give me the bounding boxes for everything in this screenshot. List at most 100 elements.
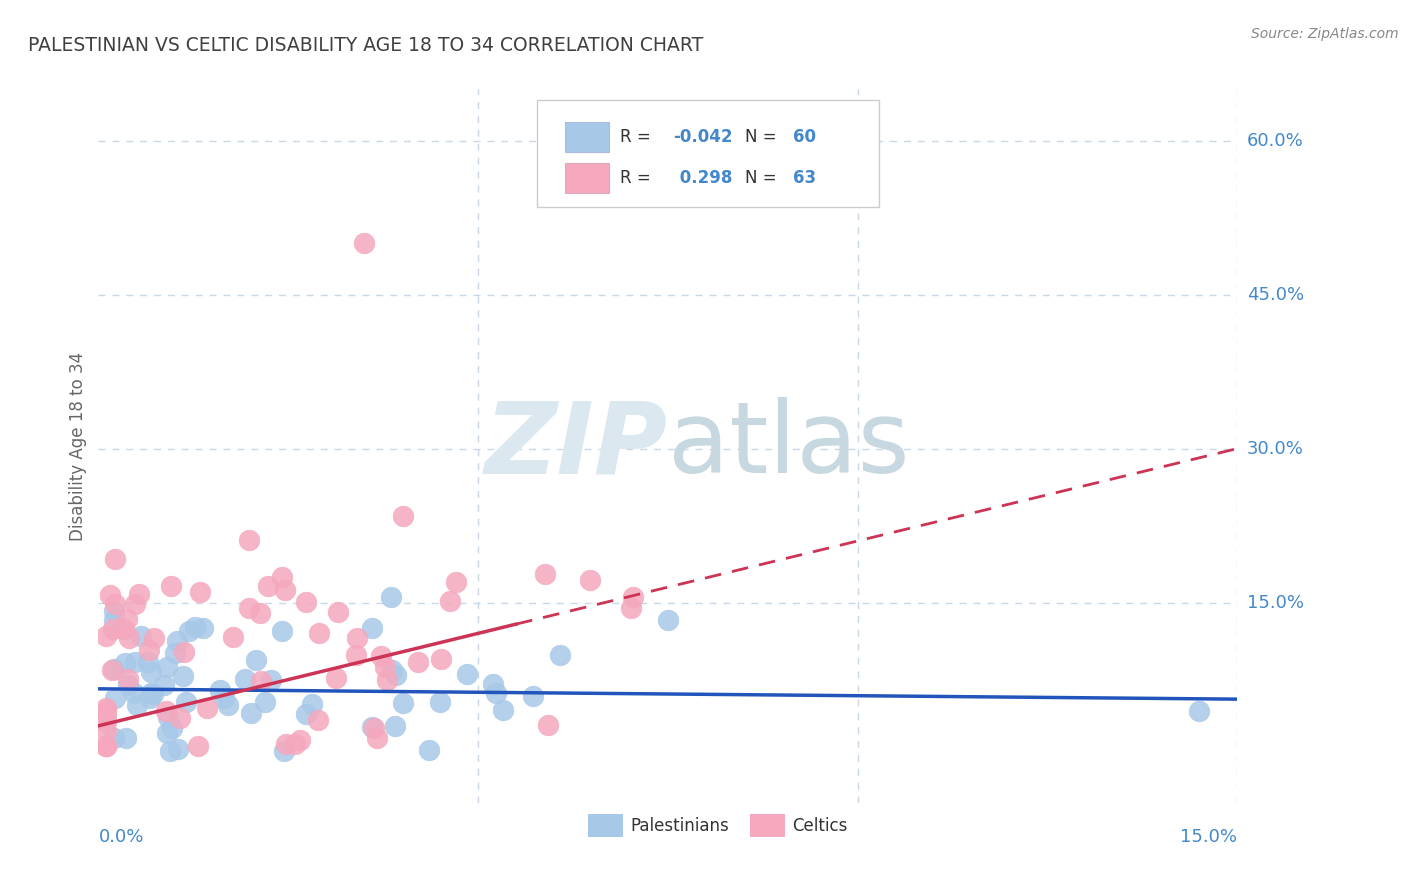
Point <box>360 621 382 635</box>
Point <box>104 691 127 706</box>
FancyBboxPatch shape <box>565 162 609 193</box>
Point <box>481 677 503 691</box>
Point <box>141 665 163 680</box>
Point <box>117 678 139 692</box>
Point <box>537 718 560 732</box>
Point <box>238 533 260 548</box>
Point <box>430 652 453 666</box>
Point <box>184 620 207 634</box>
Point <box>172 669 194 683</box>
Point <box>522 689 544 703</box>
Point <box>308 625 330 640</box>
Text: 0.0%: 0.0% <box>98 828 143 846</box>
Point <box>444 574 467 589</box>
Point <box>250 674 273 689</box>
Point <box>131 629 153 643</box>
Point <box>222 631 245 645</box>
Point <box>363 722 385 736</box>
Point <box>169 711 191 725</box>
Point <box>288 732 311 747</box>
Point <box>103 613 125 627</box>
Point <box>162 721 184 735</box>
Y-axis label: Disability Age 18 to 34: Disability Age 18 to 34 <box>69 351 87 541</box>
Text: -0.042: -0.042 <box>673 128 733 146</box>
Point <box>344 648 367 662</box>
Point <box>114 656 136 670</box>
Point <box>273 744 295 758</box>
FancyBboxPatch shape <box>537 100 879 207</box>
Point <box>136 655 159 669</box>
Point <box>621 591 644 605</box>
Point <box>274 582 297 597</box>
Point <box>94 739 117 754</box>
Point <box>94 707 117 722</box>
Point <box>165 646 187 660</box>
Point <box>534 566 557 581</box>
Text: 63: 63 <box>793 169 817 186</box>
Text: Source: ZipAtlas.com: Source: ZipAtlas.com <box>1251 27 1399 41</box>
Point <box>195 701 218 715</box>
Point <box>380 591 402 605</box>
Point <box>112 622 135 636</box>
Point <box>188 584 211 599</box>
Text: atlas: atlas <box>668 398 910 494</box>
Point <box>104 552 127 566</box>
Point <box>384 719 406 733</box>
Text: 60.0%: 60.0% <box>1247 131 1303 150</box>
Point <box>429 695 451 709</box>
Point <box>160 579 183 593</box>
Point <box>238 601 260 615</box>
Point <box>1188 704 1211 718</box>
Point <box>101 622 124 636</box>
Text: R =: R = <box>620 128 657 146</box>
Point <box>187 739 209 754</box>
Point <box>117 611 139 625</box>
Point <box>284 737 307 751</box>
Text: 15.0%: 15.0% <box>1247 593 1303 612</box>
Point <box>295 595 318 609</box>
Point <box>94 701 117 715</box>
Point <box>366 731 388 745</box>
Point <box>492 703 515 717</box>
Point <box>217 698 239 712</box>
Text: 0.298: 0.298 <box>673 169 733 186</box>
Point <box>124 655 146 669</box>
Point <box>157 710 180 724</box>
Point <box>117 631 139 645</box>
Point <box>328 605 350 619</box>
Point <box>139 686 162 700</box>
Point <box>209 683 232 698</box>
Point <box>94 739 117 754</box>
Point <box>254 695 277 709</box>
Point <box>94 724 117 739</box>
FancyBboxPatch shape <box>565 122 609 152</box>
Point <box>104 597 127 611</box>
Point <box>245 652 267 666</box>
Point <box>456 667 478 681</box>
Point <box>578 573 600 587</box>
Point <box>375 673 398 687</box>
Point <box>176 695 198 709</box>
Text: N =: N = <box>745 128 782 146</box>
Point <box>270 624 292 639</box>
Point <box>128 587 150 601</box>
Text: 15.0%: 15.0% <box>1180 828 1237 846</box>
Point <box>156 725 179 739</box>
Point <box>122 686 145 700</box>
Point <box>142 687 165 701</box>
Point <box>374 660 396 674</box>
Point <box>270 570 292 584</box>
Point <box>385 668 408 682</box>
Text: PALESTINIAN VS CELTIC DISABILITY AGE 18 TO 34 CORRELATION CHART: PALESTINIAN VS CELTIC DISABILITY AGE 18 … <box>28 36 703 54</box>
Point <box>191 621 214 635</box>
Point <box>103 662 125 676</box>
Point <box>103 604 125 618</box>
Point <box>381 663 404 677</box>
Text: ZIP: ZIP <box>485 398 668 494</box>
Text: 30.0%: 30.0% <box>1247 440 1303 458</box>
Point <box>139 690 162 705</box>
Point <box>657 613 679 627</box>
Point <box>156 660 179 674</box>
Point <box>98 588 121 602</box>
Point <box>439 594 461 608</box>
